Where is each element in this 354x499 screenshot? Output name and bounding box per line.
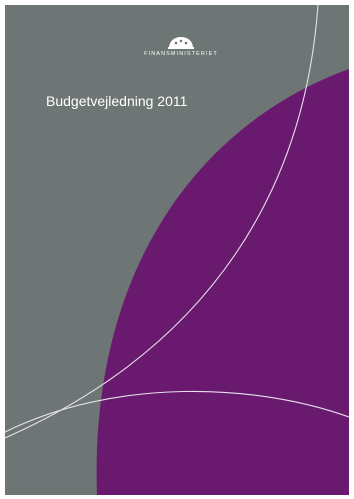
document-title: Budgetvejledning 2011 bbox=[46, 93, 188, 109]
document-cover: FINANSMINISTERIET Budgetvejledning 2011 bbox=[5, 5, 349, 495]
purple-arc-shape bbox=[96, 69, 349, 495]
curved-line-horizontal bbox=[5, 390, 349, 433]
curved-line-vertical bbox=[5, 5, 319, 439]
publisher-logo: FINANSMINISTERIET bbox=[133, 35, 229, 58]
cover-artwork bbox=[5, 5, 349, 495]
crown-icon bbox=[168, 37, 194, 49]
publisher-name: FINANSMINISTERIET bbox=[144, 51, 218, 57]
